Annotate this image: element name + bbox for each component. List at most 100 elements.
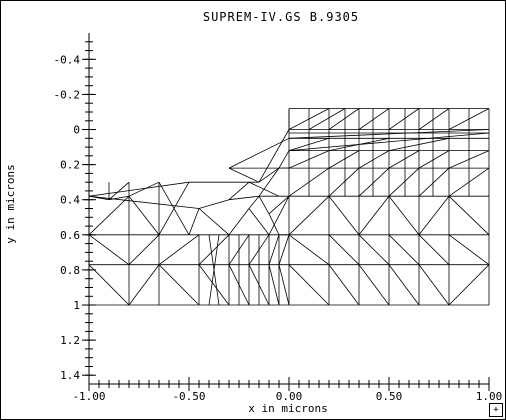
mesh-edge [208,234,220,306]
mesh-edge [258,167,280,197]
mesh-edge [228,167,260,183]
mesh-edge [288,195,330,236]
mesh-edge [228,181,250,201]
mesh-edge [228,137,290,169]
mesh-edge [88,264,130,306]
mesh-edge [358,108,390,130]
mesh-edge [288,108,330,130]
mesh-edge [268,213,280,235]
mesh-edge [388,137,450,151]
mesh-edge [128,234,160,265]
mesh-edge [258,129,290,183]
mesh-edge [358,195,390,236]
mesh-edge [328,137,390,151]
mesh-edge [278,264,290,306]
x-tick-label: 0.00 [276,390,303,403]
mesh-edge [358,150,390,169]
mesh-edge [198,208,230,236]
mesh-edge [268,196,290,235]
x-axis-label: x in microns [248,402,327,415]
mesh-edge [128,264,160,306]
y-tick-label: 1.2 [60,334,80,347]
mesh-edge [418,167,450,197]
mesh-edge [228,195,260,201]
chart-title: SUPREM-IV.GS B.9305 [203,10,359,24]
y-tick-label: 1.4 [60,369,80,382]
y-tick-label: 1 [73,299,80,312]
mesh-edge [158,264,200,306]
mesh-edge [288,167,330,197]
y-tick-label: 0 [73,124,80,137]
mesh-edge [448,264,490,306]
mesh-edge [198,264,230,306]
mesh-edge [88,234,130,266]
mesh-edge [418,195,450,236]
mesh-edge [328,264,360,306]
mesh-edge [328,167,360,197]
mesh-edge [418,108,450,130]
mesh-lines [88,108,490,306]
mesh-edge [328,150,360,169]
mesh-edge [158,234,200,266]
mesh-edge [388,108,420,130]
y-tick-label: 0.2 [60,159,80,172]
mesh-edge [388,167,420,197]
mesh-edge [248,208,270,236]
mesh-edge [288,132,490,151]
x-tick-label: 0.50 [376,390,403,403]
mesh-edge [128,181,160,197]
mesh-edge [388,195,420,236]
mesh-edge [388,150,420,169]
mesh-edge [228,208,250,236]
mesh-edge [288,234,330,266]
mesh-edge [188,208,200,235]
mesh-edge [268,195,290,215]
mesh-edge [268,264,280,306]
mesh-edge [248,181,280,197]
mesh-edge [328,195,360,236]
x-tick-label: -1.00 [72,390,105,403]
mesh-edge [448,234,490,266]
mesh-edge [128,195,160,236]
mesh-edge [448,195,490,236]
mesh-edge [288,264,330,306]
mesh-edge [88,181,190,197]
x-tick-label: 1.00 [476,390,503,403]
mesh-edge [418,150,450,169]
mesh-edge [198,199,230,209]
y-tick-label: 0.4 [60,194,80,207]
x-tick-label: -0.50 [172,390,205,403]
mesh-edge [248,195,260,209]
y-tick-label: -0.4 [54,53,81,66]
mesh-edge [258,167,280,183]
mesh-edge [278,234,290,265]
mesh-edge [388,264,420,306]
mesh-edge [268,234,280,265]
y-axis-label: y in microns [4,164,17,243]
mesh-edge [198,234,230,265]
mesh-edge [278,150,290,169]
mesh-edge [448,150,490,169]
mesh-edge [158,182,190,235]
mesh-edge [418,264,450,306]
mesh-edge [448,108,490,130]
y-tick-label: 0.8 [60,264,80,277]
mesh-edge [358,167,390,197]
mesh-edge [288,150,330,169]
mesh-edge [88,195,200,209]
mesh-edge [358,264,390,306]
mesh-edge [388,234,420,265]
y-tick-label: -0.2 [54,88,81,101]
corner-box: + [489,403,503,417]
mesh-edge [258,196,270,214]
mesh-edge [418,234,450,265]
mesh-edge [328,108,360,130]
mesh-edge [288,137,330,151]
mesh-edge [328,234,360,265]
mesh-edge [358,234,390,265]
mesh-edge [88,195,130,236]
mesh-edge [288,129,490,139]
ticks: -0.4 -0.2 0 0.2 0.4 0.6 0.8 1 1.2 1.4 -1.00 -0.50 0.… [54,41,503,403]
